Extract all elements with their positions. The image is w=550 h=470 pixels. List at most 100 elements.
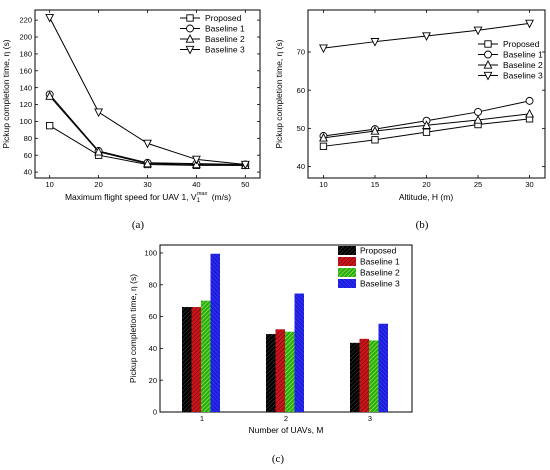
chart-b-legend-label: Proposed [503, 39, 540, 49]
chart-a-y-tick-label: 180 [19, 49, 32, 58]
chart-a-data-point [143, 158, 152, 168]
chart-a-y-tick-label: 220 [19, 16, 32, 25]
chart-c-bar-proposed [182, 307, 192, 412]
chart-a-x-tick-label: 10 [46, 180, 54, 189]
chart-c-x-axis-label: Number of UAVs, M [249, 425, 324, 435]
chart-b-x-axis-label: Altitude, H (m) [399, 192, 453, 202]
chart-b-legend-marker [483, 71, 493, 81]
chart-a-x-axis-label: Maximum flight speed for UAV 1, V1max (m… [65, 191, 231, 204]
chart-b-x-tick-label: 10 [319, 180, 327, 189]
chart-a-data-point [191, 155, 201, 165]
chart-c-bar-baseline-2 [285, 331, 295, 412]
chart-b-x-tick-label: 15 [371, 180, 379, 189]
chart-c-x-tick-label: 3 [368, 414, 372, 423]
chart-a-y-tick-label: 140 [19, 83, 32, 92]
chart-b-legend-marker [483, 60, 493, 69]
chart-a-y-tick-label: 160 [19, 66, 32, 75]
chart-b-data-point [525, 19, 534, 29]
chart-b-data-point [474, 107, 482, 116]
chart-a-data-point [45, 13, 55, 23]
chart-a-legend-marker [185, 45, 195, 55]
chart-b-data-point [473, 114, 483, 124]
chart-a-series-line-baseline-2 [49, 95, 246, 166]
chart-b-y-tick-label: 70 [297, 48, 305, 57]
chart-a-y-tick-label: 120 [19, 100, 32, 109]
chart-b-data-point [422, 120, 431, 129]
chart-c-y-tick-label: 80 [149, 280, 157, 289]
chart-b-y-tick-label: 60 [297, 86, 305, 95]
chart-c-legend-swatch [338, 279, 356, 288]
chart-c-bar-baseline-2 [369, 340, 379, 412]
chart-c-caption: (c) [272, 453, 285, 465]
chart-c-y-tick-label: 60 [149, 312, 157, 321]
chart-a-data-point [94, 108, 104, 118]
chart-c-y-tick-label: 100 [144, 249, 157, 258]
chart-b-data-point [371, 136, 379, 144]
chart-a-x-tick-label: 40 [192, 180, 200, 189]
chart-b-data-point [525, 96, 534, 105]
chart-a-legend-label: Baseline 3 [205, 45, 245, 55]
chart-b-legend-label: Baseline 2 [503, 60, 543, 70]
chart-b-data-point [422, 32, 431, 41]
chart-c-bar-baseline-1 [359, 338, 369, 412]
chart-c-legend-label: Baseline 1 [360, 257, 400, 267]
chart-b-data-point [370, 38, 380, 47]
chart-c-bar-proposed [350, 342, 360, 412]
chart-a-data-point [46, 122, 54, 130]
chart-a-y-axis-label: Pickup completion time, η (s) [1, 39, 11, 148]
chart-b-caption: (b) [416, 219, 429, 231]
chart-b-legend-label: Baseline 3 [503, 71, 543, 81]
chart-b-y-tick-label: 50 [297, 124, 305, 133]
chart-a-y-tick-label: 200 [19, 33, 32, 42]
chart-a-data-point [45, 91, 55, 100]
chart-a-data-point [240, 160, 250, 170]
chart-c-y-axis-label: Pickup completion time, η (s) [128, 274, 138, 383]
chart-a-legend-marker [185, 34, 195, 43]
chart-c-legend-swatch [338, 246, 356, 255]
chart-b-data-point [422, 128, 431, 136]
chart-c-legend-label: Proposed [360, 246, 397, 256]
chart-c-y-tick-label: 20 [149, 376, 157, 385]
chart-c-bar-baseline-2 [201, 300, 211, 412]
chart-c-legend-label: Baseline 2 [360, 268, 400, 278]
chart-c-x-tick-label: 2 [284, 414, 288, 423]
chart-a-x-tick-label: 30 [143, 180, 151, 189]
chart-c-bar-baseline-3 [294, 293, 304, 412]
chart-b-legend-marker [484, 50, 492, 59]
chart-a-legend-label: Baseline 2 [205, 34, 245, 44]
chart-a-y-tick-label: 60 [24, 151, 32, 160]
chart-b-x-tick-label: 25 [474, 180, 482, 189]
chart-c-bar-baseline-1 [275, 329, 285, 412]
chart-a-data-point [143, 139, 152, 149]
chart-a-legend-marker [186, 14, 194, 22]
chart-b-legend-label: Baseline 1 [503, 50, 543, 60]
chart-a-x-tick-label: 20 [94, 180, 102, 189]
chart-b-data-point [525, 108, 534, 118]
chart-c-legend-swatch [338, 268, 356, 277]
chart-b-x-tick-label: 30 [525, 180, 533, 189]
chart-b-legend-marker [484, 40, 492, 48]
chart-b-data-point [319, 44, 328, 54]
chart-b-data-point [319, 132, 328, 142]
chart-c-bar-baseline-3 [378, 323, 388, 412]
chart-a-y-tick-label: 40 [24, 168, 32, 177]
chart-c-legend-swatch [338, 257, 356, 266]
chart-c-x-tick-label: 1 [200, 414, 204, 423]
chart-b-y-axis-label: Pickup completion time, η (s) [274, 39, 284, 148]
chart-c-bar-baseline-3 [210, 253, 220, 412]
chart-c-y-tick-label: 40 [149, 344, 157, 353]
chart-a-legend-label: Proposed [205, 13, 242, 23]
chart-a-legend-marker [186, 24, 194, 33]
chart-a-legend-label: Baseline 1 [205, 24, 245, 34]
chart-c-legend-label: Baseline 3 [360, 279, 400, 289]
chart-a-data-point [94, 146, 104, 156]
chart-a-y-tick-label: 100 [19, 117, 32, 126]
chart-b-data-point [370, 126, 380, 135]
chart-b-data-point [319, 142, 328, 150]
chart-b-x-tick-label: 20 [422, 180, 430, 189]
chart-c-bar-baseline-1 [191, 307, 201, 412]
chart-c-bar-proposed [266, 334, 276, 412]
chart-a-x-tick-label: 50 [241, 180, 249, 189]
chart-b-data-point [473, 26, 483, 36]
